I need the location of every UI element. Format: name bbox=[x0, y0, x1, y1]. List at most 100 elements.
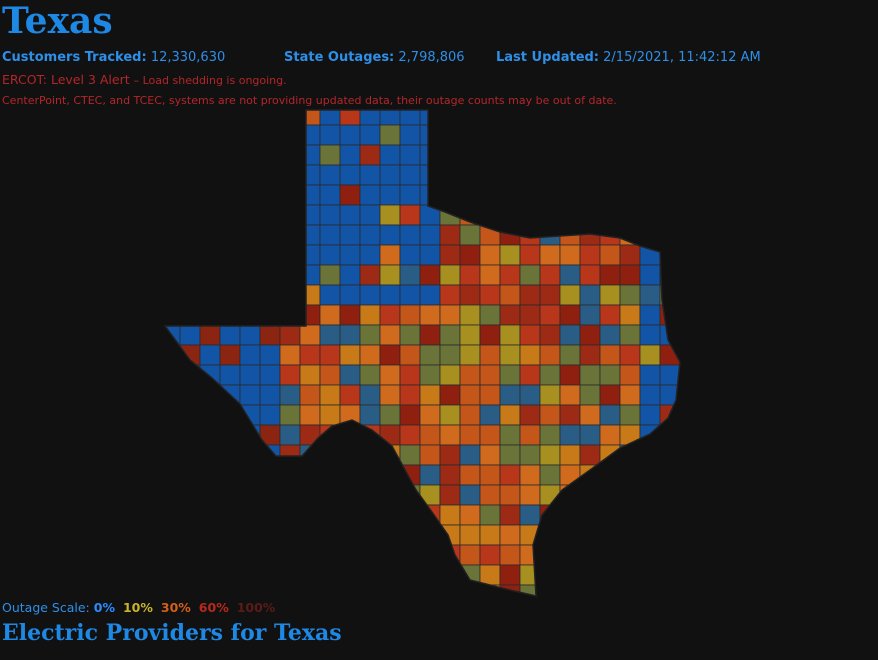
county[interactable] bbox=[239, 464, 261, 486]
county[interactable] bbox=[359, 444, 381, 466]
county[interactable] bbox=[659, 124, 680, 146]
county[interactable] bbox=[359, 164, 381, 186]
county[interactable] bbox=[199, 164, 221, 186]
county[interactable] bbox=[579, 184, 601, 206]
county[interactable] bbox=[499, 244, 521, 266]
county[interactable] bbox=[339, 484, 361, 506]
county[interactable] bbox=[339, 524, 361, 546]
county[interactable] bbox=[599, 504, 621, 526]
county[interactable] bbox=[359, 204, 381, 226]
county[interactable] bbox=[339, 264, 361, 286]
county[interactable] bbox=[639, 464, 661, 486]
county[interactable] bbox=[279, 424, 301, 446]
county[interactable] bbox=[160, 484, 181, 506]
county[interactable] bbox=[379, 384, 401, 406]
county[interactable] bbox=[459, 464, 481, 486]
county[interactable] bbox=[679, 105, 700, 126]
county[interactable] bbox=[559, 105, 581, 126]
county[interactable] bbox=[179, 404, 201, 426]
county[interactable] bbox=[539, 224, 561, 246]
county[interactable] bbox=[599, 204, 621, 226]
county[interactable] bbox=[599, 384, 621, 406]
county[interactable] bbox=[179, 464, 201, 486]
county[interactable] bbox=[539, 344, 561, 366]
county[interactable] bbox=[399, 324, 421, 346]
county[interactable] bbox=[219, 444, 241, 466]
county[interactable] bbox=[219, 544, 241, 566]
county[interactable] bbox=[199, 484, 221, 506]
county[interactable] bbox=[579, 524, 601, 546]
county[interactable] bbox=[559, 504, 581, 526]
county[interactable] bbox=[259, 124, 281, 146]
county[interactable] bbox=[399, 484, 421, 506]
county[interactable] bbox=[399, 144, 421, 166]
county[interactable] bbox=[279, 544, 301, 566]
county[interactable] bbox=[479, 144, 501, 166]
county[interactable] bbox=[299, 344, 321, 366]
county[interactable] bbox=[479, 424, 501, 446]
county[interactable] bbox=[339, 144, 361, 166]
county[interactable] bbox=[219, 404, 241, 426]
county[interactable] bbox=[239, 224, 261, 246]
county[interactable] bbox=[199, 124, 221, 146]
county[interactable] bbox=[299, 524, 321, 546]
county[interactable] bbox=[679, 364, 700, 386]
county[interactable] bbox=[399, 404, 421, 426]
county[interactable] bbox=[479, 484, 501, 506]
county[interactable] bbox=[619, 384, 641, 406]
county[interactable] bbox=[160, 264, 181, 286]
county[interactable] bbox=[619, 244, 641, 266]
county[interactable] bbox=[599, 144, 621, 166]
county[interactable] bbox=[679, 404, 700, 426]
county[interactable] bbox=[679, 324, 700, 346]
county[interactable] bbox=[639, 504, 661, 526]
county[interactable] bbox=[399, 364, 421, 386]
county[interactable] bbox=[339, 224, 361, 246]
county[interactable] bbox=[160, 164, 181, 186]
county[interactable] bbox=[619, 144, 641, 166]
county[interactable] bbox=[499, 424, 521, 446]
county[interactable] bbox=[439, 504, 461, 526]
county[interactable] bbox=[160, 244, 181, 266]
county[interactable] bbox=[359, 384, 381, 406]
county[interactable] bbox=[479, 164, 501, 186]
county[interactable] bbox=[639, 224, 661, 246]
county[interactable] bbox=[239, 184, 261, 206]
county[interactable] bbox=[539, 384, 561, 406]
county[interactable] bbox=[299, 204, 321, 226]
county[interactable] bbox=[679, 584, 700, 600]
county[interactable] bbox=[359, 544, 381, 566]
county[interactable] bbox=[519, 284, 541, 306]
county[interactable] bbox=[619, 304, 641, 326]
county[interactable] bbox=[479, 384, 501, 406]
county[interactable] bbox=[439, 244, 461, 266]
county[interactable] bbox=[539, 324, 561, 346]
county[interactable] bbox=[539, 164, 561, 186]
county[interactable] bbox=[419, 304, 441, 326]
county[interactable] bbox=[160, 284, 181, 306]
county[interactable] bbox=[599, 404, 621, 426]
county[interactable] bbox=[379, 144, 401, 166]
county[interactable] bbox=[419, 464, 441, 486]
county[interactable] bbox=[559, 124, 581, 146]
county[interactable] bbox=[559, 584, 581, 600]
county[interactable] bbox=[259, 164, 281, 186]
county[interactable] bbox=[379, 164, 401, 186]
county[interactable] bbox=[359, 224, 381, 246]
county[interactable] bbox=[259, 284, 281, 306]
county[interactable] bbox=[499, 384, 521, 406]
county[interactable] bbox=[399, 184, 421, 206]
county[interactable] bbox=[199, 204, 221, 226]
county[interactable] bbox=[679, 204, 700, 226]
county[interactable] bbox=[639, 524, 661, 546]
county[interactable] bbox=[679, 524, 700, 546]
county[interactable] bbox=[639, 105, 661, 126]
county[interactable] bbox=[219, 244, 241, 266]
county[interactable] bbox=[539, 204, 561, 226]
county[interactable] bbox=[499, 105, 521, 126]
county[interactable] bbox=[559, 444, 581, 466]
county[interactable] bbox=[299, 464, 321, 486]
county[interactable] bbox=[319, 204, 341, 226]
county[interactable] bbox=[539, 364, 561, 386]
county[interactable] bbox=[179, 364, 201, 386]
